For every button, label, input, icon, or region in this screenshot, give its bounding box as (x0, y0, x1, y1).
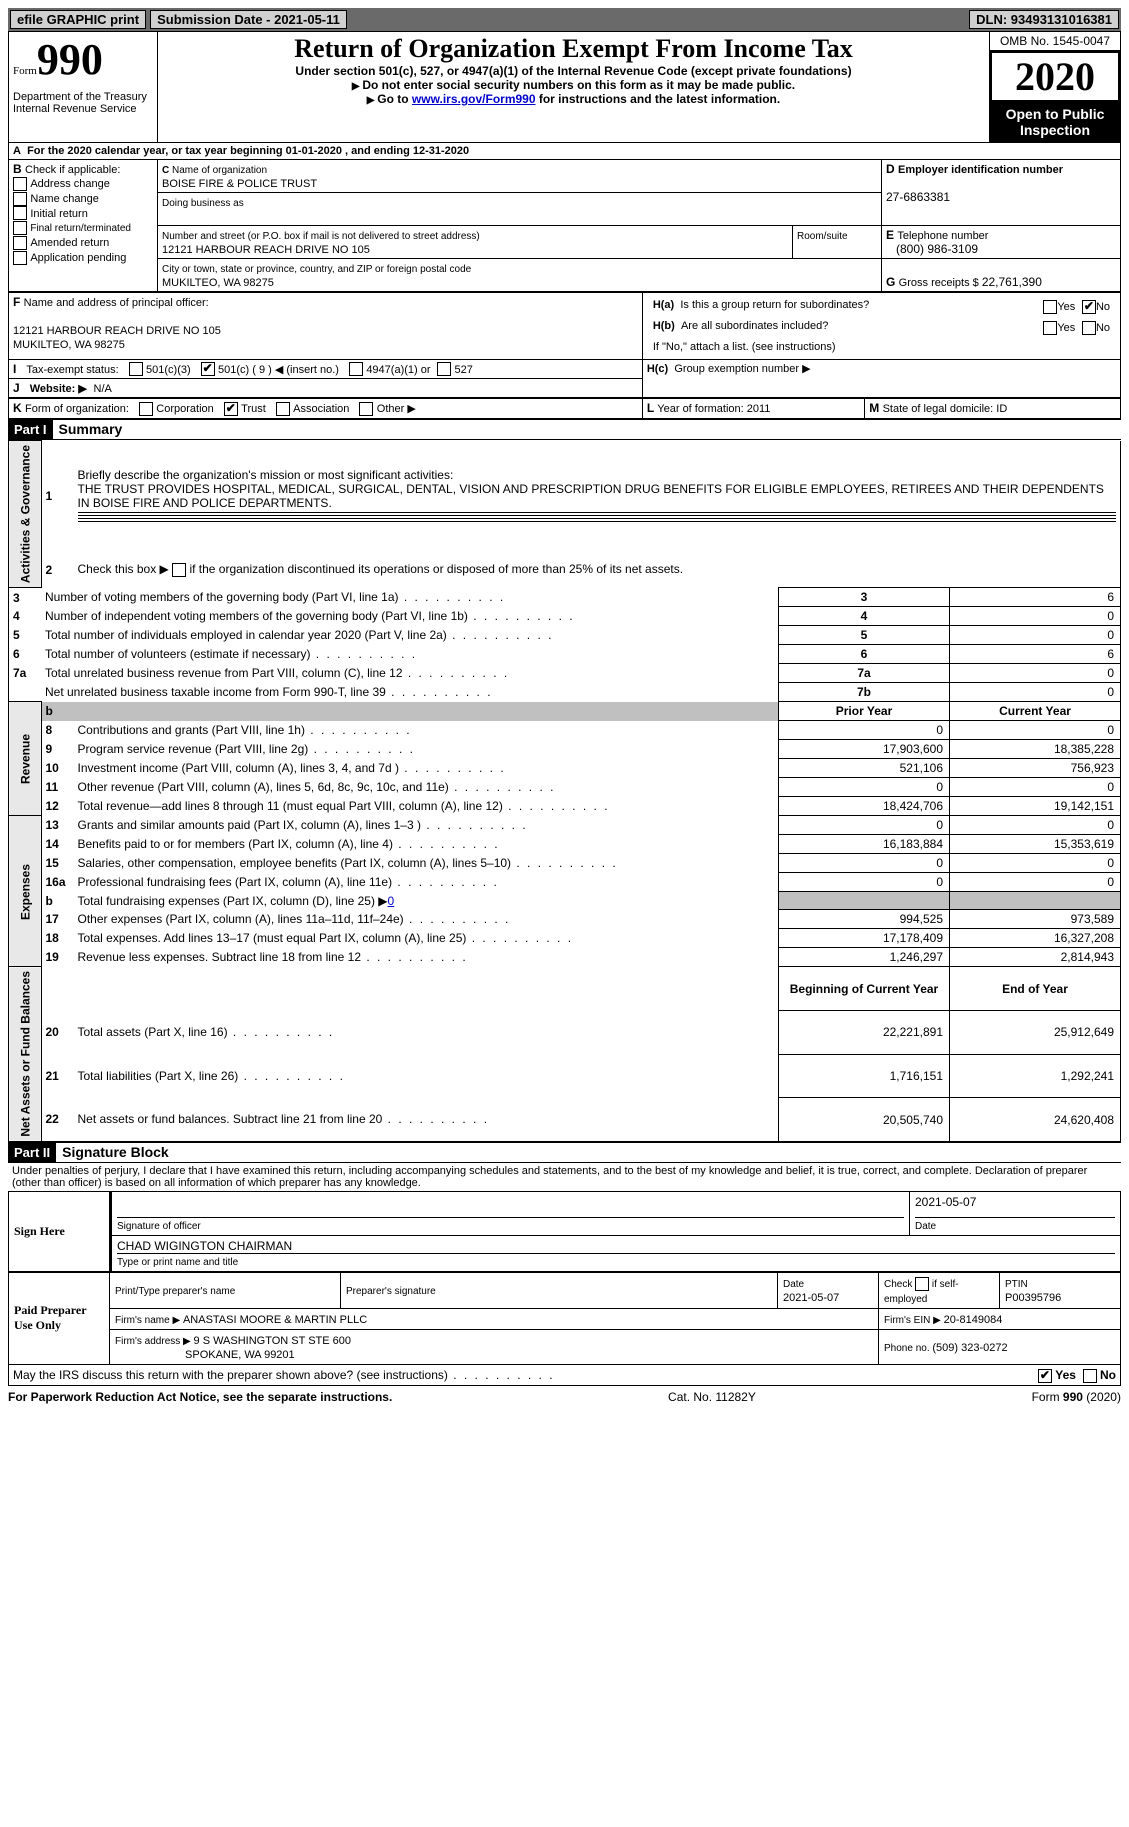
cb-corp[interactable] (139, 402, 153, 416)
cb-app-pending[interactable] (13, 251, 27, 265)
website: N/A (94, 383, 112, 395)
org-name: BOISE FIRE & POLICE TRUST (162, 178, 317, 190)
cb-4947[interactable] (349, 362, 363, 376)
sign-here-label: Sign Here (9, 1191, 111, 1271)
instr-goto: Go to www.irs.gov/Form990 for instructio… (162, 92, 985, 106)
efile-topbar: efile GRAPHIC print Submission Date - 20… (8, 8, 1121, 31)
org-city: MUKILTEO, WA 98275 (162, 277, 274, 289)
paid-preparer-label: Paid Preparer Use Only (9, 1272, 110, 1364)
irs-link[interactable]: www.irs.gov/Form990 (412, 92, 536, 106)
form-header: Form990 Department of the Treasury Inter… (8, 31, 1121, 143)
cb-501c[interactable] (201, 362, 215, 376)
firm-addr: 9 S WASHINGTON ST STE 600 (194, 1335, 352, 1347)
org-phone: (800) 986-3109 (896, 242, 978, 256)
cb-self-employed[interactable] (915, 1277, 929, 1291)
officer-addr2: MUKILTEO, WA 98275 (13, 339, 125, 351)
cb-hb-yes[interactable] (1043, 321, 1057, 335)
cb-discontinued[interactable] (172, 563, 186, 577)
cb-final-return[interactable] (13, 221, 27, 235)
dln: DLN: 93493131016381 (969, 10, 1119, 29)
cb-initial-return[interactable] (13, 206, 27, 220)
cb-other[interactable] (359, 402, 373, 416)
cb-ha-no[interactable] (1082, 300, 1096, 314)
form-label: Form990 (13, 63, 103, 77)
firm-city: SPOKANE, WA 99201 (185, 1349, 295, 1361)
ein: 27-6863381 (886, 190, 950, 204)
cb-527[interactable] (437, 362, 451, 376)
paid-preparer-block: Paid Preparer Use Only Print/Type prepar… (8, 1272, 1121, 1365)
cb-discuss-yes[interactable] (1038, 1369, 1052, 1383)
page-footer: For Paperwork Reduction Act Notice, see … (8, 1386, 1121, 1404)
tax-year: 2020 (1015, 54, 1095, 99)
instr-nossn: Do not enter social security numbers on … (162, 78, 985, 92)
cb-assoc[interactable] (276, 402, 290, 416)
officer-name: CHAD WIGINGTON CHAIRMAN (117, 1239, 1115, 1254)
entity-block: B Check if applicable: Address change Na… (8, 159, 1121, 292)
vlabel-governance: Activities & Governance (9, 441, 42, 588)
dept-treasury: Department of the Treasury Internal Reve… (13, 91, 153, 115)
state-domicile: ID (996, 403, 1007, 415)
firm-phone: (509) 323-0272 (932, 1342, 1007, 1354)
part1-header: Part ISummary (8, 419, 1121, 440)
perjury-declaration: Under penalties of perjury, I declare th… (8, 1163, 1121, 1191)
sig-date: 2021-05-07 (915, 1195, 1115, 1218)
klm-row: K Form of organization: Corporation Trus… (8, 398, 1121, 419)
firm-name: ANASTASI MOORE & MARTIN PLLC (183, 1314, 367, 1326)
omb-number: OMB No. 1545-0047 (990, 32, 1120, 51)
cb-501c3[interactable] (129, 362, 143, 376)
year-formation: 2011 (747, 403, 771, 415)
cb-trust[interactable] (224, 402, 238, 416)
box-b-label: B (13, 162, 25, 176)
form-title: Return of Organization Exempt From Incom… (162, 34, 985, 64)
cb-hb-no[interactable] (1082, 321, 1096, 335)
row-a-period: A For the 2020 calendar year, or tax yea… (8, 143, 1121, 159)
form-subtitle: Under section 501(c), 527, or 4947(a)(1)… (162, 64, 985, 78)
cb-discuss-no[interactable] (1083, 1369, 1097, 1383)
part2-header: Part IISignature Block (8, 1142, 1121, 1163)
discuss-row: May the IRS discuss this return with the… (8, 1365, 1121, 1386)
cb-ha-yes[interactable] (1043, 300, 1057, 314)
cb-address-change[interactable] (13, 177, 27, 191)
part1-body: Activities & Governance 1 Briefly descri… (8, 440, 1121, 1142)
open-to-public: Open to Public Inspection (990, 102, 1120, 142)
firm-ein: 20-8149084 (944, 1314, 1003, 1326)
ptin: P00395796 (1005, 1292, 1061, 1304)
cb-name-change[interactable] (13, 192, 27, 206)
mission-text: THE TRUST PROVIDES HOSPITAL, MEDICAL, SU… (78, 482, 1104, 510)
cb-amended[interactable] (13, 236, 27, 250)
preparer-date: 2021-05-07 (783, 1292, 839, 1304)
signature-block: Sign Here Signature of officer 2021-05-0… (8, 1191, 1121, 1272)
officer-group-block: F Name and address of principal officer:… (8, 292, 1121, 398)
efile-print-button[interactable]: efile GRAPHIC print (10, 10, 146, 29)
submission-date: Submission Date - 2021-05-11 (150, 10, 347, 29)
org-address: 12121 HARBOUR REACH DRIVE NO 105 (162, 244, 370, 256)
gross-receipts: 22,761,390 (982, 275, 1042, 289)
officer-addr1: 12121 HARBOUR REACH DRIVE NO 105 (13, 325, 221, 337)
